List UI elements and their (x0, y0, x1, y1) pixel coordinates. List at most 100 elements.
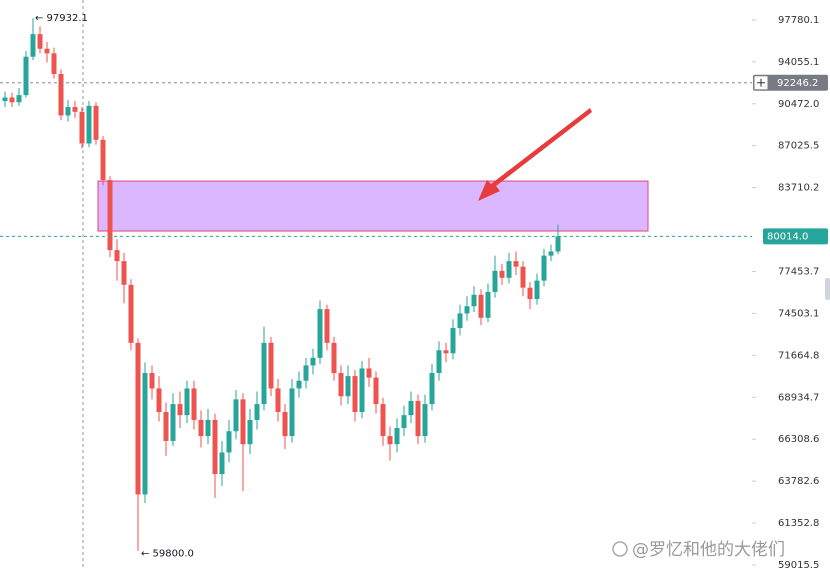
candle-body (177, 404, 183, 416)
candle-body (65, 107, 71, 116)
candle-body (310, 357, 316, 366)
zone-layer (97, 180, 649, 232)
crosshair-plus (757, 78, 765, 87)
candle-body (9, 97, 15, 103)
annotation-arrow (478, 108, 592, 201)
candle-body (338, 373, 344, 397)
candle-body (541, 255, 547, 281)
candle-body (58, 74, 64, 116)
candle-body (128, 284, 134, 343)
candle-body (240, 399, 246, 445)
candle-body (478, 294, 484, 318)
candle-body (198, 419, 204, 437)
candle-body (149, 373, 155, 389)
candle-body (254, 404, 260, 420)
candle-body (513, 261, 519, 267)
candle-body (492, 270, 498, 292)
candle-body (184, 388, 190, 416)
candle-body (233, 399, 239, 432)
candle-body (219, 452, 225, 475)
candle-body (373, 377, 379, 405)
candle-body (506, 261, 512, 278)
candle-body (212, 419, 218, 475)
candle-body (331, 342, 337, 374)
candle-body (394, 427, 400, 445)
candle-body (429, 373, 435, 405)
y-tick-label: 68934.7 (778, 392, 819, 403)
candle-body (275, 388, 281, 412)
grid-layer (752, 19, 756, 566)
candle-body (114, 250, 120, 262)
candle-body (380, 404, 386, 437)
candle-body (44, 48, 50, 54)
candle-body (415, 400, 421, 437)
candle-body (352, 376, 358, 412)
candle-body (135, 342, 141, 495)
candle-body (156, 388, 162, 412)
watermark-icon (612, 541, 628, 557)
price-label-box (763, 228, 828, 245)
candle-body (527, 287, 533, 300)
price-axis: 97780.1 94055.1 90472.0 87025.5 83710.2 77453… (753, 15, 828, 568)
candle-body (121, 261, 127, 285)
candle-body (548, 251, 554, 256)
y-tick-label: 63782.6 (778, 476, 819, 487)
price-lines-layer (0, 82, 752, 237)
candle-body (359, 368, 365, 412)
candle-body (23, 56, 29, 96)
candle-body (366, 368, 372, 378)
candle-body (16, 95, 22, 103)
candle-body (303, 365, 309, 381)
candle-body (450, 328, 456, 354)
watermark: @罗忆和他的大佬们 (612, 540, 785, 560)
candle-body (30, 34, 36, 57)
candle-body (100, 139, 106, 181)
candle-body (86, 105, 92, 144)
zone-box (97, 180, 649, 232)
candle-body (296, 380, 302, 389)
low-label: ← 59800.0 (141, 549, 194, 560)
candle-body (268, 342, 274, 389)
candle-body (457, 313, 463, 329)
price-label: 80014.0 (767, 231, 808, 242)
candle-body (534, 280, 540, 300)
candle-body (464, 306, 470, 314)
candle-body (261, 342, 267, 405)
candle-body (499, 270, 505, 278)
candle-body (205, 419, 211, 437)
candle-body (107, 180, 113, 251)
y-tick-label: 74503.1 (778, 308, 819, 319)
candle-body (345, 376, 351, 397)
y-tick-label: 66308.6 (778, 434, 819, 445)
candle-body (555, 236, 561, 252)
candle-body (226, 431, 232, 453)
candle-body (163, 411, 169, 441)
scrollbar (825, 278, 830, 300)
candles-layer: ← 97932.1 ← 59800.0 (2, 13, 561, 560)
candle-body (422, 404, 428, 437)
candle-body (443, 350, 449, 354)
y-tick-label: 94055.1 (778, 57, 819, 68)
candle-body (436, 350, 442, 374)
y-tick-label: 59015.5 (778, 560, 819, 568)
y-tick-label: 61352.8 (778, 518, 819, 529)
candle-body (520, 266, 526, 288)
candle-body (142, 373, 148, 495)
candle-body (282, 411, 288, 437)
candle-body (72, 107, 78, 112)
candle-body (93, 105, 99, 140)
candle-body (289, 388, 295, 437)
candle-body (324, 309, 330, 343)
candle-body (191, 388, 197, 420)
candle-body (485, 291, 491, 318)
candle-body (2, 97, 8, 102)
candle-body (247, 419, 253, 445)
candle-body (317, 309, 323, 358)
high-label: ← 97932.1 (35, 13, 88, 24)
y-tick-label: 83710.2 (778, 183, 819, 194)
price-label: 92246.2 (777, 78, 818, 89)
candle-body (408, 400, 414, 416)
y-tick-label: 87025.5 (778, 141, 819, 152)
candle-body (51, 53, 57, 75)
